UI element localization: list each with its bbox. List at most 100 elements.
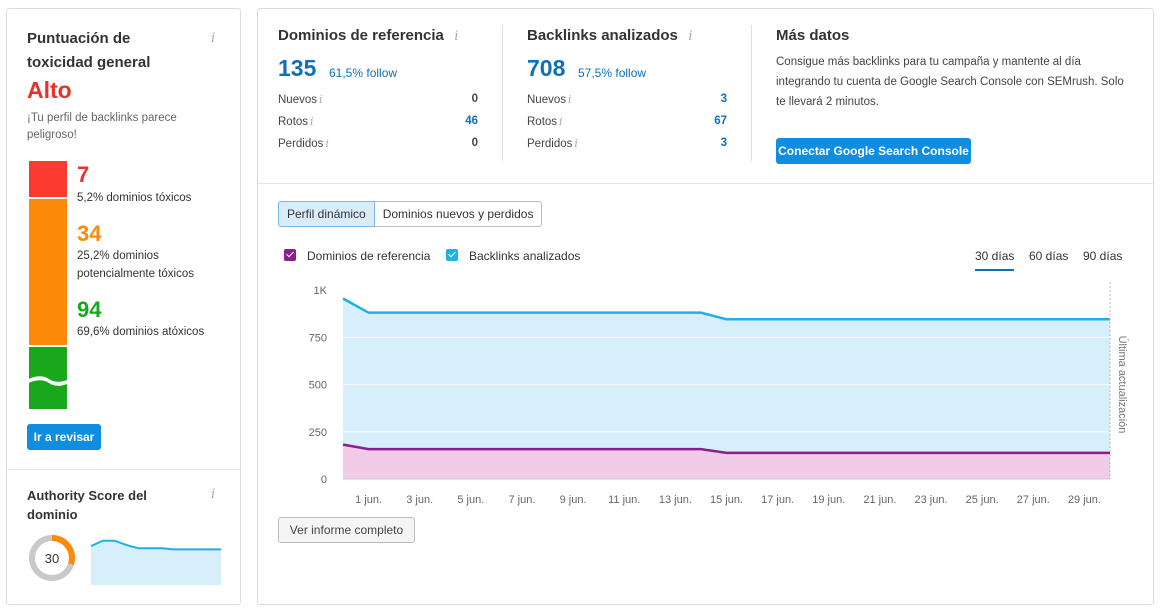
referring_domains-row: Nuevos i 0 [278,93,478,107]
backlinks-row-value[interactable]: 3 [720,137,727,149]
referring_domains-row: Rotos i 46 [278,115,478,129]
x-tick-label: 9 jun. [560,494,587,506]
y-tick-label: 250 [309,427,327,439]
review-button[interactable]: Ir a revisar [27,424,101,450]
backlinks-total[interactable]: 708 [527,55,566,81]
x-tick-label: 11 jun. [608,494,640,506]
column-divider [502,25,503,161]
range-60-days[interactable]: 60 días [1029,249,1069,263]
info-icon[interactable]: i [688,29,693,44]
info-icon[interactable]: i [568,93,572,106]
y-tick-label: 1K [314,285,328,297]
referring_domains-row-label: Perdidos [278,138,324,150]
range-90-days[interactable]: 90 días [1083,249,1123,263]
tab-dominios-nuevos-perdidos[interactable]: Dominios nuevos y perdidos [374,201,543,227]
divider [7,469,240,470]
x-tick-label: 13 jun. [659,494,692,506]
backlinks-header: Backlinks analizados i [527,27,693,45]
divider [258,183,1153,184]
backlinks-title: Backlinks analizados [527,27,678,44]
toxicity-level: Alto [27,77,72,103]
potentially-toxic-bar [29,199,67,345]
last-update-label: Última actualización [1116,336,1129,434]
connect-gsc-button[interactable]: Conectar Google Search Console [776,138,971,164]
backlinks-row-label: Nuevos [527,94,566,106]
authority-score-donut: 30 [29,535,75,581]
referring_domains-row: Perdidos i 0 [278,137,478,151]
backlinks-row-label: Perdidos [527,138,573,150]
referring-domains-follow: 61,5% follow [329,66,398,80]
non-toxic-count[interactable]: 94 [77,297,102,322]
y-tick-label: 0 [321,474,327,486]
sparkline-area [91,540,221,585]
checkbox-icon[interactable] [284,249,296,261]
x-tick-label: 7 jun. [509,494,536,506]
toxic-count[interactable]: 7 [77,162,90,187]
y-tick-label: 750 [309,332,327,344]
info-icon[interactable]: i [310,115,314,128]
more-data-title: Más datos [776,27,850,44]
referring_domains-row-value: 0 [471,93,478,105]
authority-score-value: 30 [45,551,59,566]
backlinks-row-value[interactable]: 67 [714,115,727,127]
toxicity-card: Puntuación de toxicidad general i Alto ¡… [6,8,241,605]
x-tick-label: 23 jun. [915,494,948,506]
x-tick-label: 17 jun. [761,494,794,506]
legend-label: Dominios de referencia [307,249,431,263]
x-tick-label: 5 jun. [457,494,484,506]
y-tick-label: 500 [309,380,327,392]
backlinks-row: Rotos i 67 [527,115,727,129]
x-tick-label: 1 jun. [355,494,382,506]
more-data-text: Consigue más backlinks para tu campaña y… [776,56,1124,108]
non-toxic-label: 69,6% dominios atóxicos [77,326,205,338]
chart-tabs: Perfil dinámico Dominios nuevos y perdid… [278,201,543,227]
backlinks-row-value[interactable]: 3 [720,93,727,105]
bar-break-icon [25,376,73,386]
backlinks-row: Perdidos i 3 [527,137,727,151]
info-icon[interactable]: i [211,31,216,46]
authority-sparkline [91,539,221,585]
backlinks-overview-card: Dominios de referencia i 135 61,5% follo… [257,8,1154,605]
backlinks-row: Nuevos i 3 [527,93,727,107]
x-tick-label: 25 jun. [966,494,999,506]
x-tick-label: 29 jun. [1068,494,1101,506]
series-line [342,443,1110,455]
info-icon[interactable]: i [319,93,323,106]
info-icon[interactable]: i [454,29,459,44]
referring_domains-row-label: Rotos [278,116,309,128]
tab-perfil-dinamico[interactable]: Perfil dinámico [278,201,375,227]
checkbox-icon[interactable] [446,249,458,261]
column-divider [751,25,752,161]
series-line [342,297,1110,321]
referring_domains-row-value: 0 [471,137,478,149]
backlinks-follow: 57,5% follow [578,66,647,80]
referring-domains-title: Dominios de referencia [278,27,444,44]
x-tick-label: 19 jun. [812,494,845,506]
x-tick-label: 21 jun. [863,494,896,506]
referring_domains-row-label: Nuevos [278,94,317,106]
potentially-toxic-count[interactable]: 34 [77,221,102,246]
more-data-header: Más datos [776,27,849,45]
series-area [343,298,1110,479]
toxicity-title: Puntuación de toxicidad general [27,30,151,71]
referring-domains-header: Dominios de referencia i [278,27,459,45]
sparkline-line [91,539,221,551]
x-tick-label: 3 jun. [406,494,433,506]
x-tick-label: 27 jun. [1017,494,1050,506]
referring_domains-row-value[interactable]: 46 [465,115,478,127]
backlinks-chart: 0 250 500 750 1K Última actualización 1 jun. 3 … [309,282,1129,506]
backlinks-row-label: Rotos [527,116,558,128]
referring-domains-total[interactable]: 135 [278,55,317,81]
info-icon[interactable]: i [574,137,578,150]
potentially-toxic-label: 25,2% dominios potencialmente tóxicos [77,250,194,280]
toxic-bar [29,161,67,197]
info-icon[interactable]: i [211,487,216,502]
toxicity-description: ¡Tu perfil de backlinks parece peligroso… [27,112,177,141]
info-icon[interactable]: i [325,137,329,150]
x-tick-label: 15 jun. [710,494,743,506]
full-report-button[interactable]: Ver informe completo [278,517,415,543]
info-icon[interactable]: i [559,115,563,128]
toxic-label: 5,2% dominios tóxicos [77,192,192,204]
legend-label: Backlinks analizados [469,249,581,263]
range-30-days[interactable]: 30 días [975,249,1015,271]
